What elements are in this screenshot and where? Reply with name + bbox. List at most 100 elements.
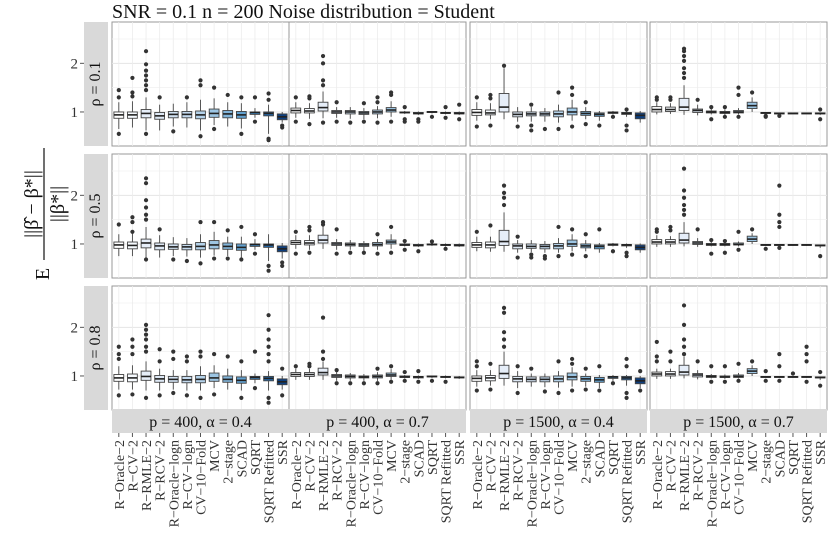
box-CV−10−Fold: [553, 224, 564, 259]
outlier-point: [488, 123, 493, 128]
box-R−CV−2: [485, 92, 496, 128]
outlier-point: [334, 227, 339, 232]
box-CV−10−Fold: [733, 85, 744, 119]
outlier-point: [266, 268, 271, 273]
box-R−Oracle−2: [113, 87, 125, 136]
outlier-point: [212, 219, 217, 225]
col-strip-bg: [650, 409, 827, 433]
box-iqr: [498, 364, 510, 379]
box-CV−10−Fold: [553, 90, 564, 132]
outlier-point: [252, 119, 258, 124]
panel: [469, 21, 648, 147]
outlier-point: [777, 212, 782, 217]
outlier-point: [681, 351, 687, 357]
box-R−RMLE−2: [140, 49, 152, 136]
outlier-point: [130, 229, 135, 234]
box-SSR: [276, 111, 288, 130]
box-R−Oracle−2: [651, 339, 663, 379]
outlier-point: [280, 260, 285, 265]
outlier-point: [610, 381, 616, 386]
outlier-point: [429, 378, 435, 383]
outlier-point: [818, 383, 823, 388]
outlier-point: [624, 390, 629, 396]
outlier-point: [570, 227, 575, 232]
x-category-label: R−Oracle−2: [290, 440, 305, 509]
x-category-label: SSR: [453, 439, 468, 465]
box-2−stage: [399, 238, 411, 252]
outlier-point: [597, 227, 602, 232]
outlier-point: [171, 257, 176, 262]
box-R−RCV−2: [512, 234, 524, 260]
outlier-point: [252, 386, 258, 391]
outlier-point: [334, 251, 339, 256]
box-R−Oracle−logn: [344, 373, 356, 386]
box-MCV: [746, 90, 758, 112]
outlier-point: [320, 78, 326, 83]
box-MCV: [208, 351, 220, 397]
x-category-label: R−RCV−2: [154, 440, 169, 501]
outlier-point: [266, 263, 271, 268]
outlier-point: [389, 250, 394, 255]
outlier-point: [709, 364, 714, 369]
outlier-point: [681, 75, 687, 81]
x-category-label: SQRT: [249, 440, 264, 475]
outlier-point: [777, 183, 782, 188]
outlier-point: [116, 351, 121, 357]
outlier-point: [157, 227, 162, 232]
outlier-point: [583, 232, 588, 237]
box-R−CV−logn: [719, 364, 731, 384]
panel: [649, 285, 828, 411]
outlier-point: [624, 254, 629, 259]
box-R−Oracle−logn: [705, 237, 717, 256]
outlier-point: [583, 366, 588, 371]
box-MCV: [208, 85, 220, 132]
outlier-point: [610, 114, 616, 119]
box-iqr: [317, 367, 329, 376]
box-iqr: [678, 364, 690, 376]
outlier-point: [143, 322, 149, 328]
box-R−RMLE−2: [498, 305, 510, 386]
outlier-point: [143, 73, 149, 78]
box-R−RCV−2: [692, 97, 704, 116]
outlier-point: [429, 239, 435, 244]
outlier-point: [488, 387, 493, 392]
outlier-point: [777, 224, 782, 230]
outlier-point: [375, 95, 380, 100]
box-R−Oracle−2: [651, 227, 663, 247]
outlier-point: [777, 113, 782, 118]
box-SQRT Refitted: [621, 356, 632, 400]
box-R−CV−2: [665, 224, 676, 247]
outlier-point: [709, 117, 714, 122]
box-SQRT: [426, 239, 438, 246]
outlier-point: [668, 224, 673, 230]
box-iqr: [317, 234, 329, 244]
outlier-point: [116, 393, 121, 398]
row-strip-label: ρ = 0.8: [87, 325, 104, 370]
box-MCV: [385, 90, 397, 124]
box-2−stage: [399, 104, 411, 124]
outlier-point: [501, 63, 507, 68]
outlier-point: [722, 238, 727, 244]
box-R−CV−2: [304, 94, 315, 127]
box-R−Oracle−2: [113, 222, 125, 257]
outlier-point: [225, 92, 230, 98]
outlier-point: [266, 351, 271, 357]
outlier-point: [570, 356, 575, 362]
box-R−Oracle−logn: [525, 102, 537, 133]
outlier-point: [695, 227, 700, 232]
outlier-point: [212, 351, 217, 357]
x-category-label: CV−10−Fold: [733, 440, 748, 515]
outlier-point: [171, 356, 176, 362]
outlier-point: [130, 344, 135, 349]
outlier-point: [681, 207, 687, 213]
outlier-point: [280, 263, 285, 268]
outlier-point: [157, 95, 162, 100]
outlier-point: [750, 227, 755, 232]
outlier-point: [307, 228, 312, 233]
box-MCV: [746, 359, 758, 376]
outlier-point: [293, 364, 298, 369]
outlier-point: [583, 122, 588, 127]
x-category-label: SQRT Refitted: [801, 440, 816, 523]
y-tick-label: 1: [71, 105, 79, 121]
outlier-point: [389, 379, 394, 384]
